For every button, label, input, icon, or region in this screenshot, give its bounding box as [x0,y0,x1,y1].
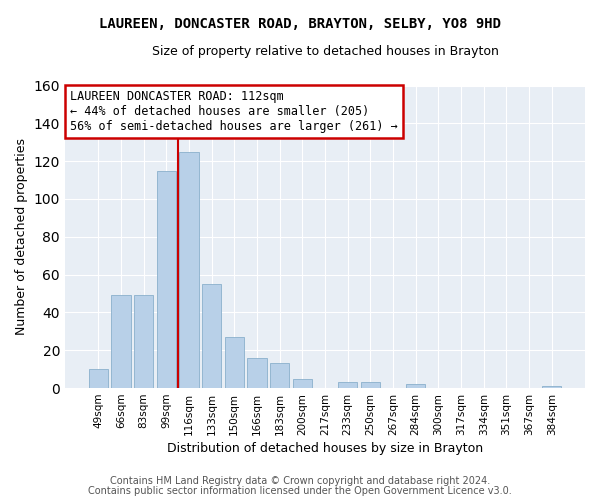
X-axis label: Distribution of detached houses by size in Brayton: Distribution of detached houses by size … [167,442,483,455]
Bar [293,378,312,388]
Bar [111,296,131,388]
Bar [134,296,153,388]
Bar [202,284,221,388]
Bar [361,382,380,388]
Text: LAUREEN, DONCASTER ROAD, BRAYTON, SELBY, YO8 9HD: LAUREEN, DONCASTER ROAD, BRAYTON, SELBY,… [99,18,501,32]
Bar [406,384,425,388]
Bar [338,382,357,388]
Bar [157,170,176,388]
Text: Contains HM Land Registry data © Crown copyright and database right 2024.: Contains HM Land Registry data © Crown c… [110,476,490,486]
Bar [270,364,289,388]
Y-axis label: Number of detached properties: Number of detached properties [15,138,28,336]
Title: Size of property relative to detached houses in Brayton: Size of property relative to detached ho… [152,45,499,58]
Text: Contains public sector information licensed under the Open Government Licence v3: Contains public sector information licen… [88,486,512,496]
Bar [179,152,199,388]
Bar [89,369,108,388]
Bar [247,358,266,388]
Text: LAUREEN DONCASTER ROAD: 112sqm
← 44% of detached houses are smaller (205)
56% of: LAUREEN DONCASTER ROAD: 112sqm ← 44% of … [70,90,398,133]
Bar [224,337,244,388]
Bar [542,386,562,388]
